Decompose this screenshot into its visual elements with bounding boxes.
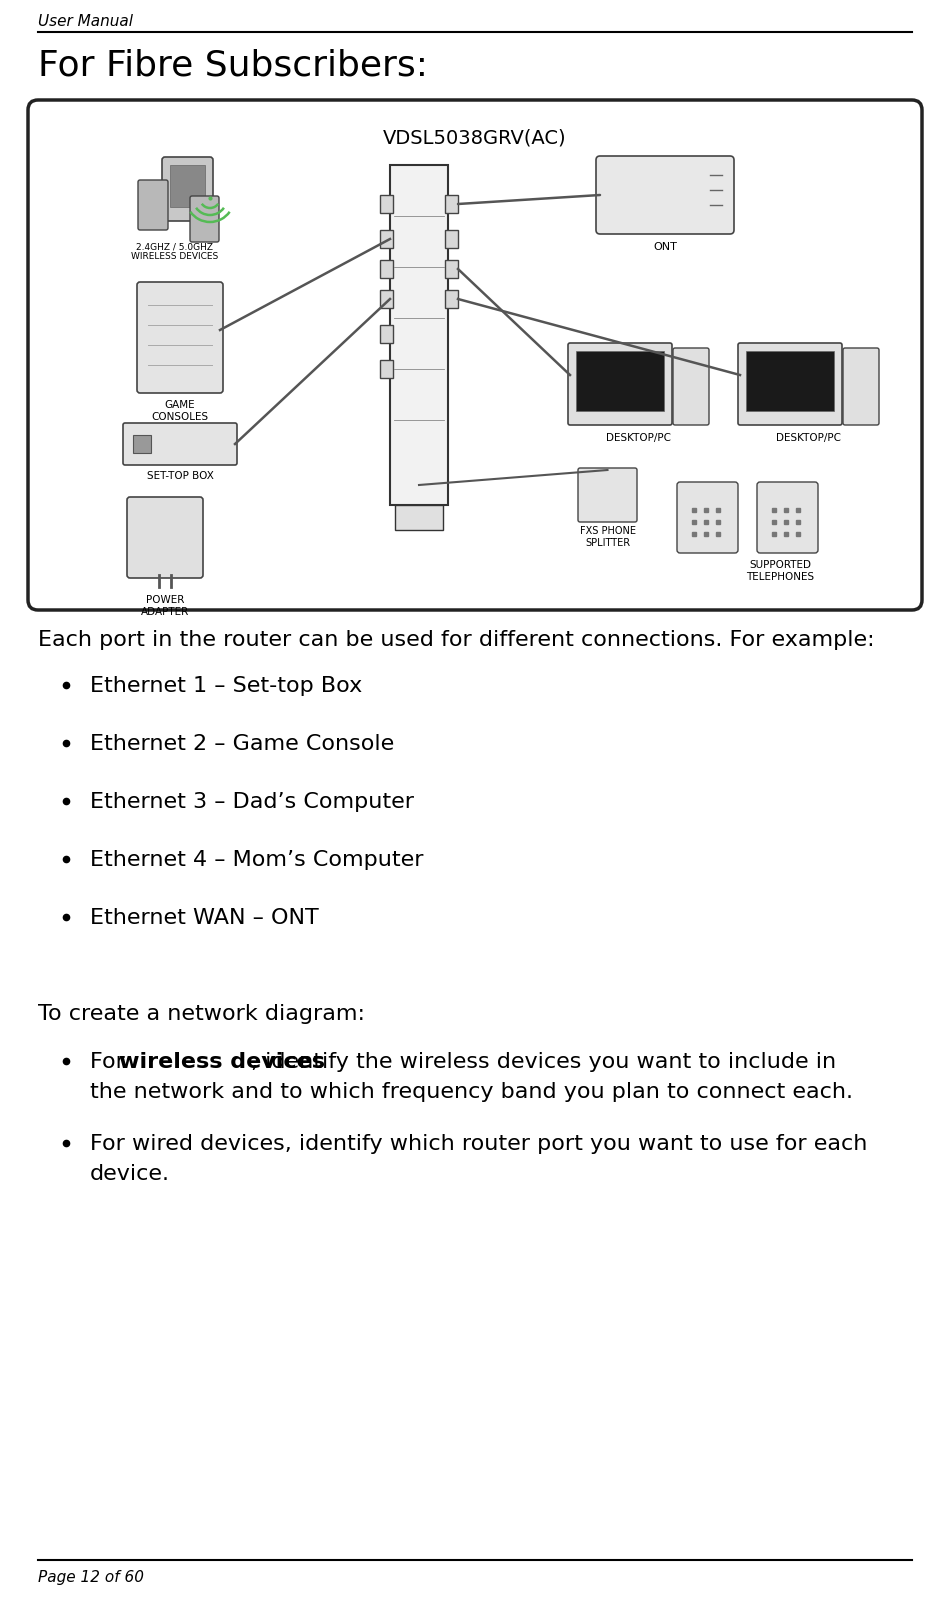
FancyBboxPatch shape [28,101,922,610]
FancyBboxPatch shape [677,483,738,553]
FancyBboxPatch shape [123,423,237,465]
Text: Ethernet 1 – Set-top Box: Ethernet 1 – Set-top Box [90,676,362,697]
Text: To create a network diagram:: To create a network diagram: [38,1004,365,1024]
FancyBboxPatch shape [162,157,213,221]
Text: POWER
ADAPTER: POWER ADAPTER [141,594,189,617]
Bar [445,260,458,278]
Text: device.: device. [90,1163,170,1184]
Text: the network and to which frequency band you plan to connect each.: the network and to which frequency band … [90,1082,853,1103]
Bar [576,352,664,411]
Text: SET-TOP BOX: SET-TOP BOX [146,471,214,481]
Text: SUPPORTED
TELEPHONES: SUPPORTED TELEPHONES [746,559,814,582]
FancyBboxPatch shape [843,348,879,425]
FancyBboxPatch shape [137,281,223,393]
Text: For Fibre Subscribers:: For Fibre Subscribers: [38,48,428,81]
Bar [380,195,393,213]
Text: Ethernet 2 – Game Console: Ethernet 2 – Game Console [90,733,394,754]
Bar [380,230,393,248]
Text: Each port in the router can be used for different connections. For example:: Each port in the router can be used for … [38,630,875,650]
FancyBboxPatch shape [190,197,219,241]
Text: ONT: ONT [653,241,677,252]
Bar [380,324,393,344]
Text: Ethernet 4 – Mom’s Computer: Ethernet 4 – Mom’s Computer [90,850,424,869]
Text: FXS PHONE
SPLITTER: FXS PHONE SPLITTER [580,526,636,548]
Bar [445,230,458,248]
FancyBboxPatch shape [138,181,168,230]
FancyBboxPatch shape [568,344,672,425]
Bar [170,165,205,208]
Bar [380,360,393,379]
Text: VDSL5038GRV(AC): VDSL5038GRV(AC) [383,128,567,147]
FancyBboxPatch shape [738,344,842,425]
Text: DESKTOP/PC: DESKTOP/PC [606,433,671,443]
Bar [390,165,448,505]
FancyBboxPatch shape [673,348,709,425]
Text: For: For [90,1051,132,1072]
Text: For wired devices, identify which router port you want to use for each: For wired devices, identify which router… [90,1135,867,1154]
Text: GAME
CONSOLES: GAME CONSOLES [151,400,209,422]
Bar [445,289,458,308]
Text: DESKTOP/PC: DESKTOP/PC [776,433,841,443]
Text: wireless devices: wireless devices [119,1051,325,1072]
Text: User Manual: User Manual [38,14,133,29]
FancyBboxPatch shape [578,468,637,523]
FancyBboxPatch shape [395,505,443,531]
Text: 2.4GHZ / 5.0GHZ
WIRELESS DEVICES: 2.4GHZ / 5.0GHZ WIRELESS DEVICES [131,241,218,262]
Text: Ethernet 3 – Dad’s Computer: Ethernet 3 – Dad’s Computer [90,793,414,812]
Bar [746,352,834,411]
Bar [445,195,458,213]
Bar [380,289,393,308]
Text: , identify the wireless devices you want to include in: , identify the wireless devices you want… [251,1051,836,1072]
FancyBboxPatch shape [757,483,818,553]
Text: Page 12 of 60: Page 12 of 60 [38,1569,144,1585]
FancyBboxPatch shape [596,157,734,233]
Bar [380,260,393,278]
FancyBboxPatch shape [127,497,203,578]
Text: Ethernet WAN – ONT: Ethernet WAN – ONT [90,908,319,928]
Bar [133,435,151,452]
